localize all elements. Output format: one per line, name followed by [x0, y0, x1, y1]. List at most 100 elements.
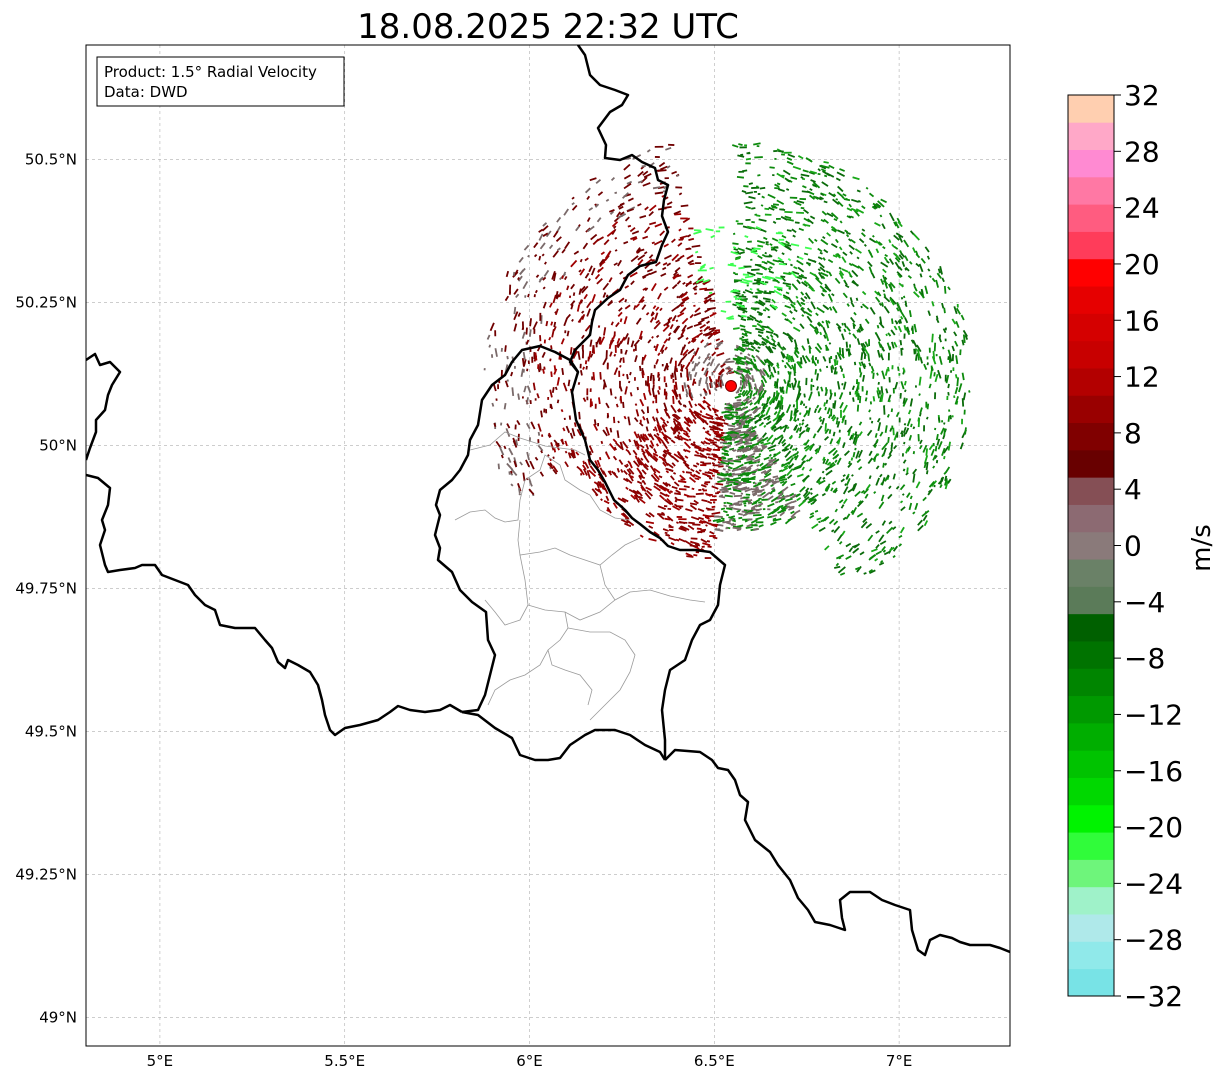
velocity-echo	[821, 492, 826, 497]
velocity-echo	[623, 240, 629, 245]
velocity-echo	[900, 315, 904, 320]
velocity-echo	[729, 447, 735, 451]
velocity-echo	[517, 312, 522, 317]
velocity-echo	[525, 422, 531, 430]
velocity-echo	[733, 507, 742, 511]
velocity-echo	[757, 330, 764, 334]
velocity-echo	[799, 198, 806, 201]
velocity-echo	[742, 311, 745, 314]
velocity-echo	[933, 342, 937, 352]
velocity-echo	[778, 402, 783, 408]
velocity-echo	[742, 448, 748, 454]
velocity-echo	[840, 409, 842, 418]
velocity-echo	[693, 410, 703, 417]
velocity-echo	[684, 463, 691, 470]
velocity-echo	[638, 365, 642, 372]
velocity-echo	[746, 271, 756, 277]
velocity-echo	[768, 453, 772, 458]
velocity-echo	[738, 512, 743, 516]
velocity-echo	[736, 369, 744, 373]
velocity-echo	[631, 230, 640, 235]
velocity-echo	[658, 485, 667, 492]
velocity-echo	[717, 375, 721, 383]
velocity-echo	[835, 253, 841, 259]
velocity-echo	[857, 393, 860, 401]
velocity-echo	[790, 271, 798, 279]
velocity-echo	[638, 498, 646, 504]
velocity-echo	[513, 288, 519, 295]
velocity-echo	[665, 392, 668, 396]
velocity-echo	[758, 418, 762, 422]
velocity-echo	[820, 238, 829, 246]
velocity-echo	[860, 305, 863, 309]
velocity-echo	[749, 314, 757, 320]
velocity-echo	[776, 401, 781, 408]
velocity-echo	[644, 206, 649, 211]
velocity-echo	[757, 301, 765, 307]
velocity-echo	[848, 332, 852, 335]
velocity-echo	[765, 359, 773, 368]
velocity-echo	[823, 174, 828, 178]
velocity-echo	[796, 473, 804, 478]
velocity-echo	[567, 452, 572, 459]
velocity-echo	[639, 398, 645, 407]
velocity-echo	[495, 398, 498, 401]
velocity-echo	[817, 480, 821, 484]
velocity-echo	[704, 297, 712, 305]
velocity-echo	[596, 459, 601, 467]
velocity-echo	[515, 293, 520, 299]
velocity-echo	[828, 342, 832, 345]
velocity-echo	[868, 192, 875, 198]
velocity-echo	[935, 433, 939, 441]
velocity-echo	[750, 416, 753, 420]
velocity-echo	[654, 312, 659, 321]
velocity-echo	[822, 355, 827, 362]
velocity-echo	[751, 434, 758, 441]
velocity-echo	[624, 304, 631, 310]
velocity-echo	[753, 482, 762, 488]
velocity-echo	[800, 291, 805, 296]
velocity-echo	[761, 375, 768, 384]
velocity-echo	[693, 473, 702, 479]
velocity-echo	[681, 296, 689, 301]
velocity-echo	[732, 144, 739, 148]
velocity-echo	[857, 449, 863, 458]
velocity-echo	[553, 365, 557, 372]
velocity-echo	[677, 452, 685, 461]
velocity-echo	[763, 465, 772, 469]
velocity-echo	[783, 272, 791, 276]
velocity-echo	[614, 236, 618, 240]
velocity-echo	[688, 389, 691, 396]
velocity-echo	[709, 378, 713, 383]
velocity-echo	[706, 446, 713, 451]
velocity-echo	[602, 382, 606, 390]
velocity-echo	[881, 477, 886, 486]
velocity-echo	[920, 257, 926, 264]
velocity-echo	[828, 306, 833, 311]
velocity-echo	[698, 489, 702, 491]
velocity-echo	[758, 313, 763, 316]
velocity-echo	[781, 404, 784, 410]
velocity-echo	[752, 527, 760, 531]
velocity-echo	[833, 520, 839, 526]
velocity-echo	[791, 357, 795, 363]
velocity-echo	[944, 475, 948, 482]
velocity-echo	[624, 285, 630, 289]
velocity-echo	[810, 384, 813, 391]
velocity-echo	[941, 346, 945, 350]
velocity-echo	[766, 260, 775, 266]
velocity-echo	[553, 272, 557, 282]
velocity-echo	[807, 262, 811, 267]
velocity-echo	[933, 372, 936, 377]
velocity-echo	[685, 393, 689, 398]
velocity-echo	[844, 419, 847, 425]
velocity-echo	[609, 443, 616, 452]
velocity-echo	[856, 338, 861, 345]
velocity-echo	[728, 371, 735, 375]
velocity-echo	[763, 424, 767, 428]
velocity-echo	[678, 408, 683, 413]
velocity-echo	[881, 223, 886, 230]
velocity-echo	[597, 422, 600, 427]
velocity-echo	[601, 260, 606, 265]
velocity-echo	[954, 386, 959, 395]
